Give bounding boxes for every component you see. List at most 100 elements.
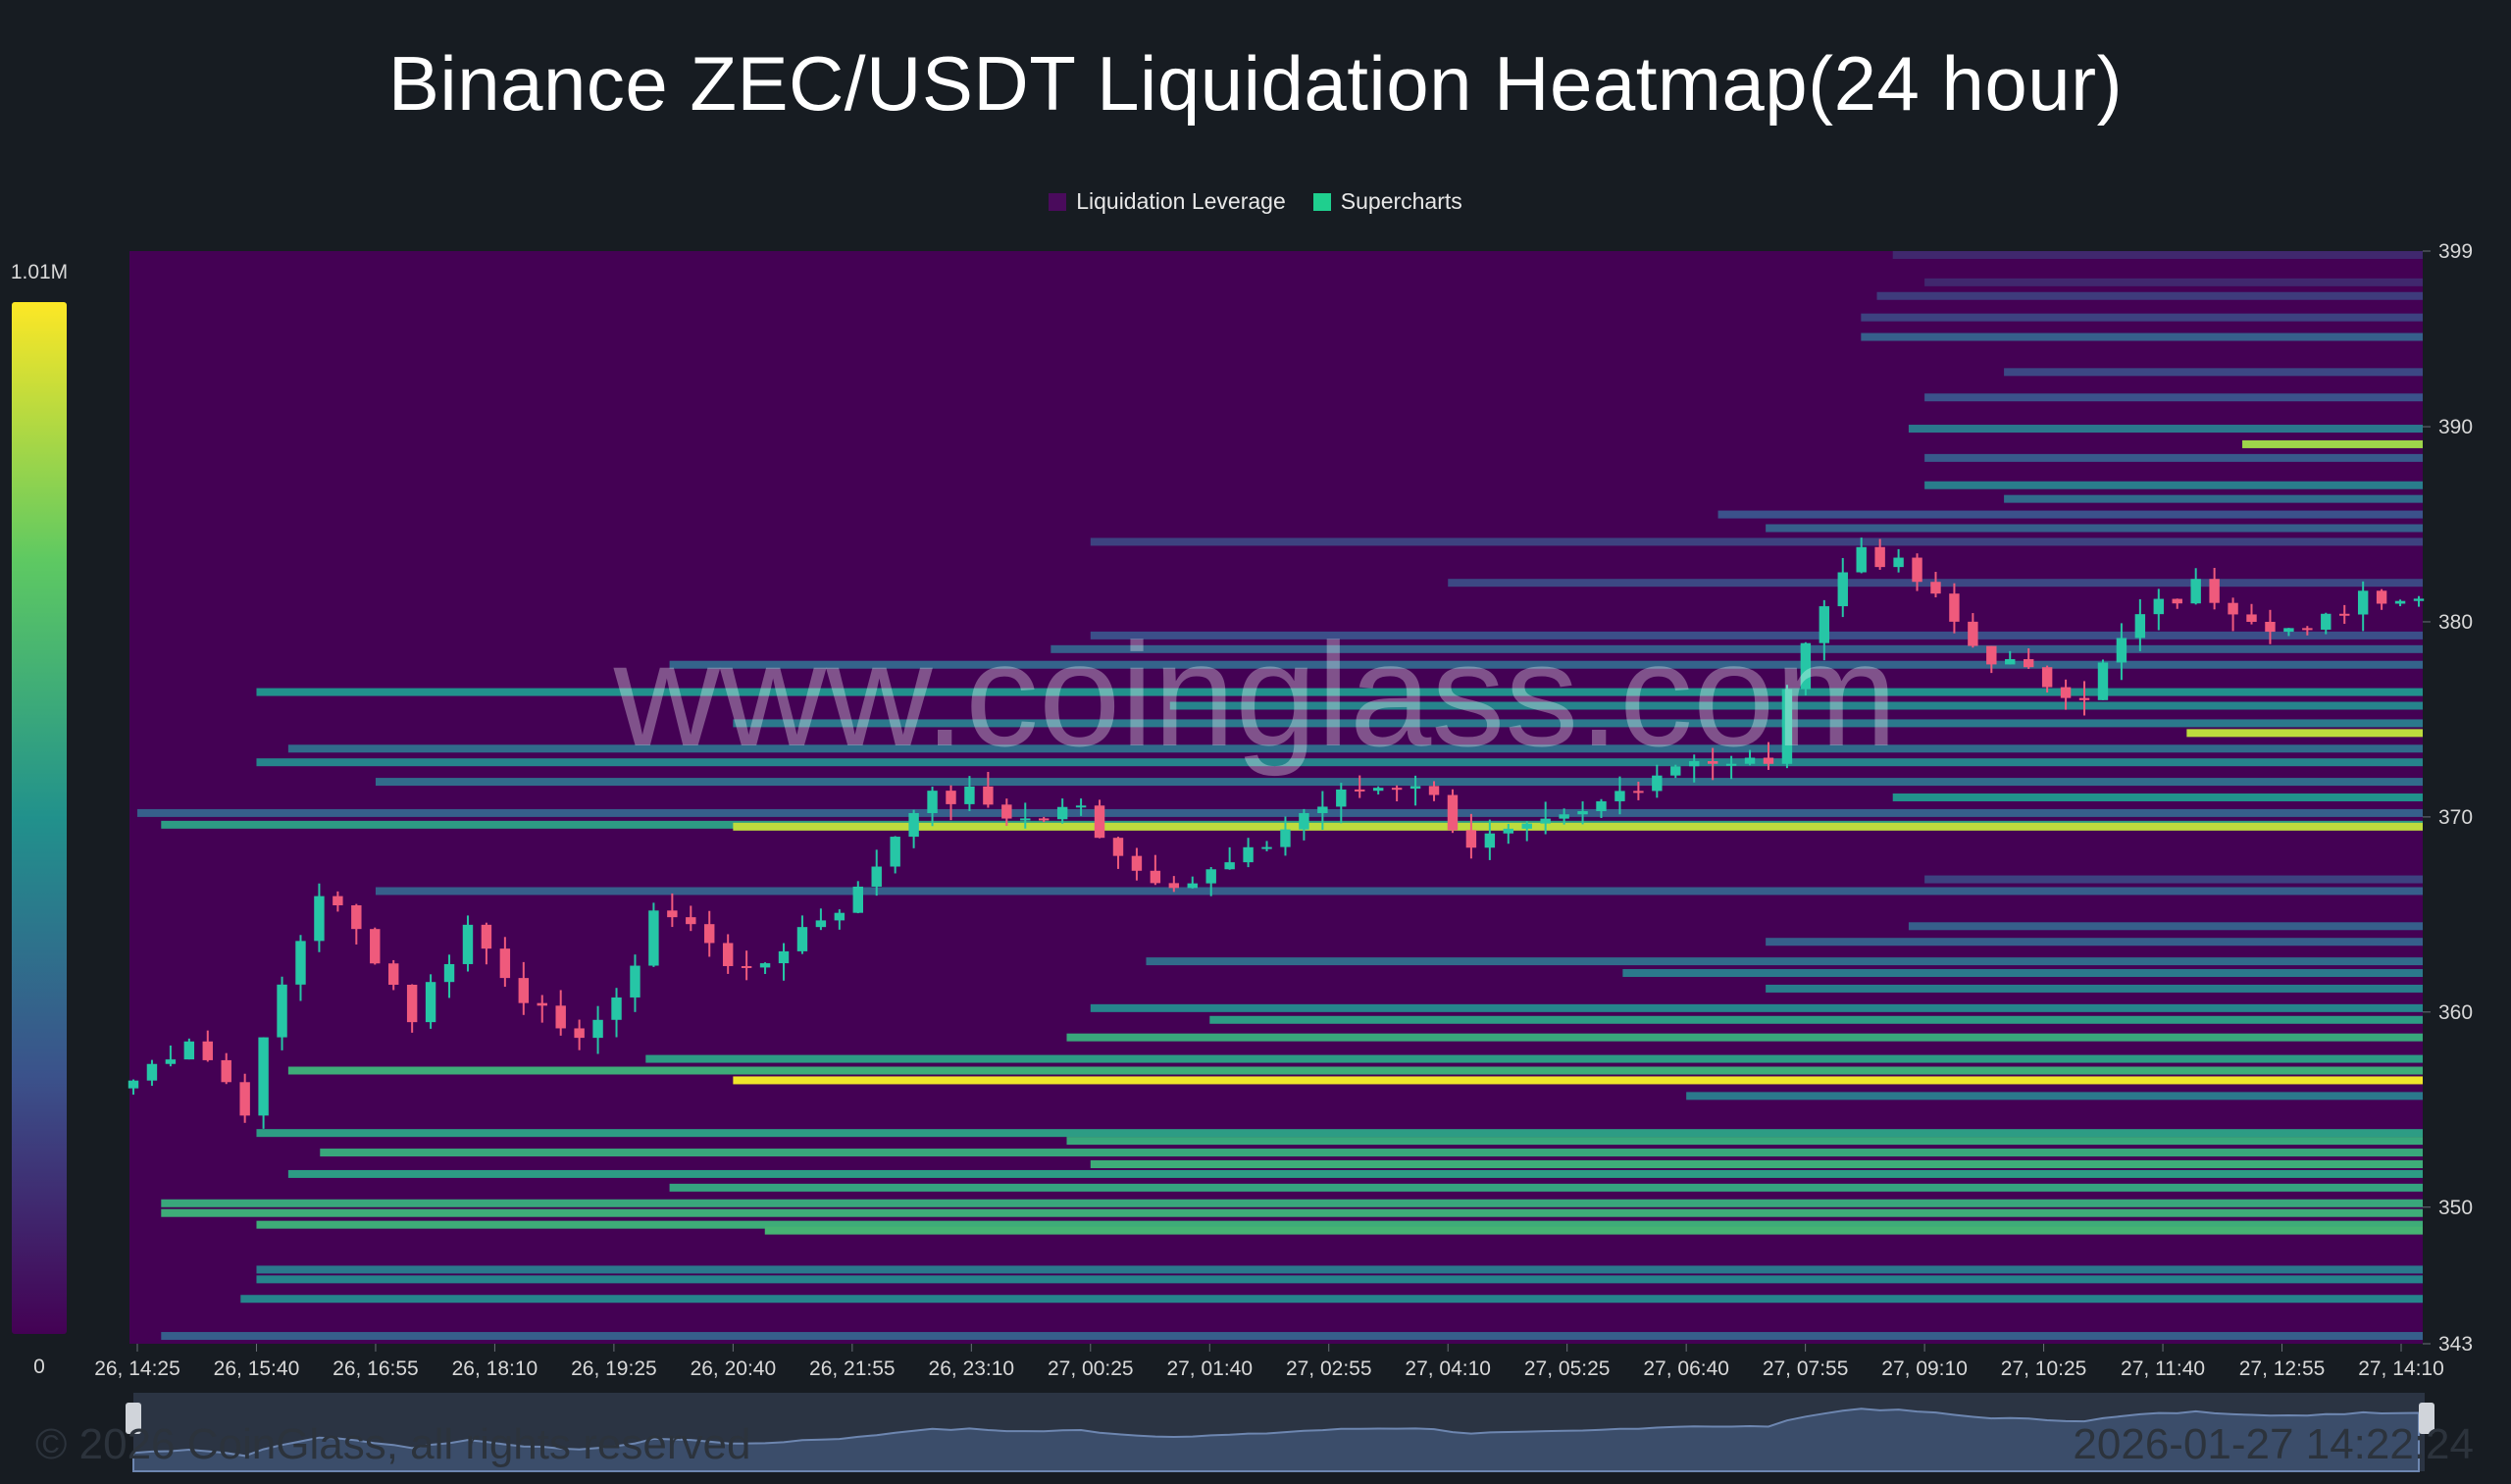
candle-30[interactable] [686,917,696,925]
candle-113[interactable] [2228,602,2238,615]
liquidation-band-6[interactable] [1924,393,2423,402]
liquidation-band-4[interactable] [1861,333,2423,341]
candle-94[interactable] [1874,546,1885,568]
candle-103[interactable] [2041,667,2053,688]
candle-112[interactable] [2209,579,2220,603]
candle-12[interactable] [351,904,362,930]
candle-61[interactable] [1261,846,1272,849]
candle-49[interactable] [1039,818,1050,821]
liquidation-band-32[interactable] [1908,922,2423,931]
candle-121[interactable] [2376,590,2387,604]
candle-41[interactable] [890,837,900,867]
liquidation-band-47[interactable] [1090,1159,2423,1168]
candle-20[interactable] [499,948,511,979]
candle-119[interactable] [2339,613,2350,616]
candle-65[interactable] [1336,789,1347,807]
candle-22[interactable] [537,1002,547,1006]
candle-48[interactable] [1020,818,1031,821]
candle-77[interactable] [1559,814,1569,819]
candle-122[interactable] [2394,600,2406,604]
legend-item-supercharts[interactable]: Supercharts [1312,188,1462,215]
candle-88[interactable] [1763,757,1774,764]
liquidation-band-9[interactable] [1924,453,2423,462]
candle-91[interactable] [1819,606,1830,643]
candle-15[interactable] [406,985,418,1023]
candle-74[interactable] [1503,828,1513,834]
candle-102[interactable] [2023,659,2034,668]
candle-63[interactable] [1299,813,1309,830]
candle-56[interactable] [1168,883,1180,889]
candle-25[interactable] [592,1019,603,1039]
candle-101[interactable] [2005,659,2016,665]
candle-13[interactable] [370,929,381,964]
candle-108[interactable] [2134,614,2146,639]
liquidation-band-17[interactable] [1051,644,2423,653]
liquidation-band-50[interactable] [161,1199,2424,1207]
candle-82[interactable] [1652,775,1663,792]
liquidation-band-36[interactable] [1766,984,2423,993]
liquidation-band-31[interactable] [375,887,2424,896]
liquidation-band-19[interactable] [256,688,2424,696]
candle-98[interactable] [1949,593,1960,622]
candle-54[interactable] [1131,855,1143,871]
candle-73[interactable] [1484,833,1496,848]
liquidation-band-35[interactable] [1622,969,2423,978]
candle-18[interactable] [462,924,474,964]
liquidation-band-0[interactable] [1892,250,2423,259]
candle-60[interactable] [1243,846,1254,863]
candle-46[interactable] [983,786,994,805]
candle-19[interactable] [481,924,492,949]
candle-2[interactable] [165,1059,177,1064]
liquidation-band-23[interactable] [287,744,2423,753]
candle-1[interactable] [146,1063,158,1081]
candle-109[interactable] [2153,598,2165,615]
liquidation-band-29[interactable] [733,822,2423,831]
legend-item-liquidation-leverage[interactable]: Liquidation Leverage [1049,188,1286,215]
colorbar[interactable] [12,302,67,1334]
liquidation-band-1[interactable] [1924,278,2423,286]
liquidation-band-49[interactable] [669,1183,2423,1192]
liquidation-band-14[interactable] [1090,537,2423,546]
candle-96[interactable] [1912,557,1922,583]
candle-79[interactable] [1596,800,1607,811]
liquidation-band-44[interactable] [256,1129,2424,1138]
liquidation-band-37[interactable] [1090,1003,2423,1012]
candle-6[interactable] [239,1082,250,1116]
liquidation-band-30[interactable] [1924,875,2423,884]
liquidation-band-27[interactable] [137,808,2423,817]
candle-117[interactable] [2302,628,2313,631]
liquidation-band-39[interactable] [1066,1033,2423,1042]
liquidation-band-16[interactable] [1090,631,2423,640]
liquidation-band-56[interactable] [240,1295,2424,1304]
candle-33[interactable] [741,965,752,968]
liquidation-band-45[interactable] [1066,1137,2423,1146]
liquidation-band-24[interactable] [256,758,2424,767]
candle-7[interactable] [258,1037,269,1116]
candle-11[interactable] [333,896,343,905]
candle-64[interactable] [1317,806,1328,814]
candle-76[interactable] [1540,818,1551,824]
candle-104[interactable] [2060,687,2072,698]
candle-14[interactable] [387,963,399,986]
candle-85[interactable] [1707,761,1718,764]
candle-50[interactable] [1056,806,1068,820]
liquidation-band-34[interactable] [1146,957,2423,966]
candle-58[interactable] [1205,869,1216,884]
candle-38[interactable] [834,912,846,921]
candle-52[interactable] [1094,805,1105,839]
liquidation-band-54[interactable] [256,1265,2424,1274]
candle-110[interactable] [2172,598,2182,604]
candle-92[interactable] [1837,572,1848,607]
liquidation-band-13[interactable] [1766,524,2423,533]
liquidation-band-7[interactable] [1908,425,2423,434]
liquidation-band-43[interactable] [1686,1092,2423,1100]
liquidation-band-33[interactable] [1766,938,2423,947]
candle-35[interactable] [778,950,790,964]
candle-5[interactable] [221,1059,231,1083]
candle-80[interactable] [1614,791,1625,801]
candle-24[interactable] [574,1028,585,1039]
candle-72[interactable] [1465,830,1477,848]
candle-4[interactable] [202,1041,213,1060]
candle-26[interactable] [611,997,622,1020]
liquidation-band-3[interactable] [1861,313,2423,322]
